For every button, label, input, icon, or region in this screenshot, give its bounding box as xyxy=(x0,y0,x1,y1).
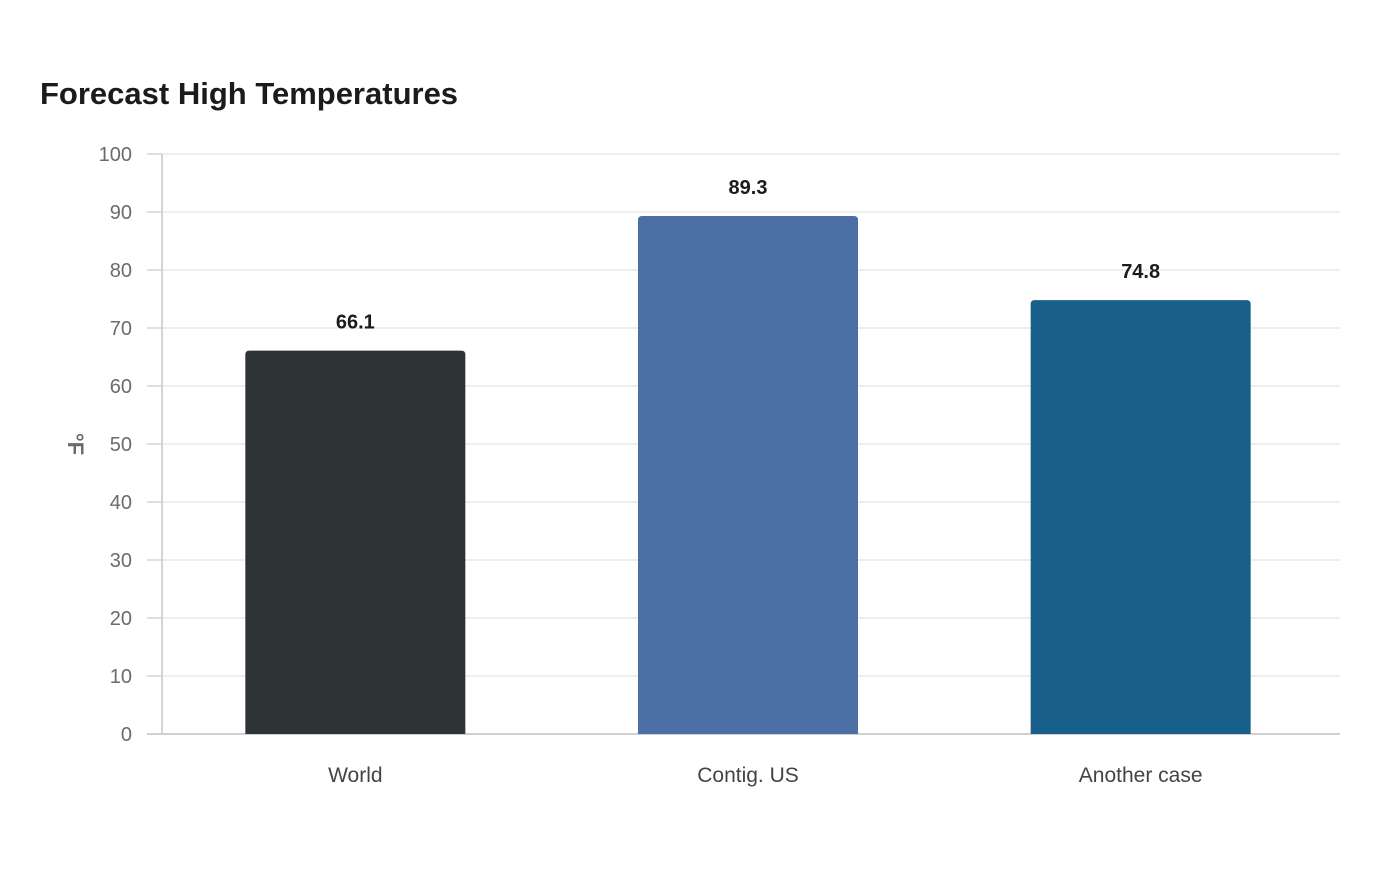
x-category-label: Contig. US xyxy=(697,764,799,787)
y-tick-labels: 0 10 20 30 40 50 60 70 80 90 100 xyxy=(99,144,132,746)
y-tick-label: 20 xyxy=(110,608,132,630)
y-tick-label: 80 xyxy=(110,260,132,282)
x-category-labels: World Contig. US Another case xyxy=(328,764,1202,787)
data-label: 74.8 xyxy=(1121,261,1160,283)
y-tick-label: 100 xyxy=(99,144,132,166)
y-tick-label: 30 xyxy=(110,550,132,572)
bars xyxy=(245,216,1251,734)
y-tick-label: 70 xyxy=(110,318,132,340)
y-tick-label: 0 xyxy=(121,724,132,746)
bar-another-case xyxy=(1030,300,1251,734)
y-tick-label: 90 xyxy=(110,202,132,224)
x-category-label: World xyxy=(328,764,382,787)
y-axis-title: °F xyxy=(63,433,88,455)
chart-title: Forecast High Temperatures xyxy=(40,76,459,111)
data-labels: 66.1 89.3 74.8 xyxy=(336,177,1160,334)
y-tick-label: 40 xyxy=(110,492,132,514)
data-label: 89.3 xyxy=(729,177,768,199)
y-tick-label: 10 xyxy=(110,666,132,688)
bar-world xyxy=(245,350,466,734)
bar-contig-us xyxy=(638,216,858,734)
y-tick-label: 60 xyxy=(110,376,132,398)
data-label: 66.1 xyxy=(336,312,375,334)
y-tick-label: 50 xyxy=(110,434,132,456)
x-category-label: Another case xyxy=(1079,764,1203,787)
